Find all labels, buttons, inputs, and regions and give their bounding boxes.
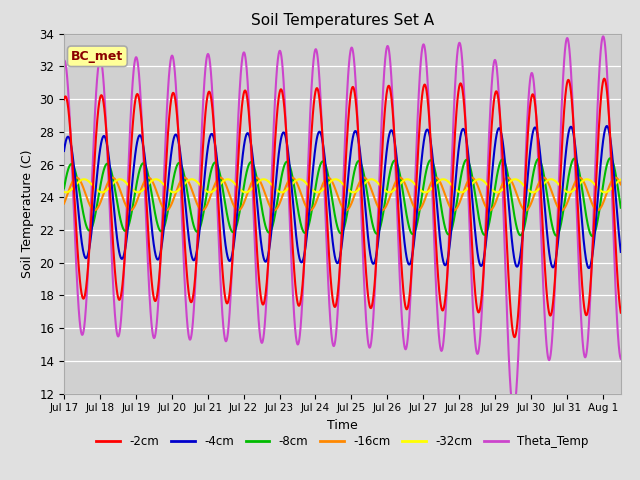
Y-axis label: Soil Temperature (C): Soil Temperature (C) (20, 149, 34, 278)
Title: Soil Temperatures Set A: Soil Temperatures Set A (251, 13, 434, 28)
Legend: -2cm, -4cm, -8cm, -16cm, -32cm, Theta_Temp: -2cm, -4cm, -8cm, -16cm, -32cm, Theta_Te… (92, 430, 593, 453)
X-axis label: Time: Time (327, 419, 358, 432)
Text: BC_met: BC_met (71, 50, 124, 63)
